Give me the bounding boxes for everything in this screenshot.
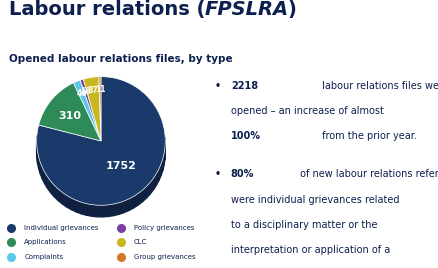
Polygon shape <box>102 205 108 217</box>
Polygon shape <box>124 199 129 213</box>
Polygon shape <box>62 192 67 207</box>
Wedge shape <box>83 77 101 141</box>
Polygon shape <box>142 187 146 202</box>
Text: Complaints: Complaints <box>24 254 63 260</box>
Text: of new labour relations referrals: of new labour relations referrals <box>296 169 438 179</box>
Polygon shape <box>119 201 124 214</box>
Text: interpretation or application of a: interpretation or application of a <box>230 245 389 255</box>
Wedge shape <box>73 80 101 141</box>
Polygon shape <box>162 154 164 170</box>
Polygon shape <box>113 203 119 216</box>
Wedge shape <box>39 83 101 141</box>
Polygon shape <box>40 162 42 179</box>
Text: Group grievances: Group grievances <box>134 254 195 260</box>
Polygon shape <box>45 172 47 188</box>
Polygon shape <box>71 198 76 212</box>
Text: CLC: CLC <box>134 240 147 245</box>
Text: 80%: 80% <box>230 169 254 179</box>
Polygon shape <box>42 167 45 184</box>
Polygon shape <box>129 196 134 210</box>
Polygon shape <box>161 159 162 176</box>
Polygon shape <box>58 189 62 204</box>
Polygon shape <box>108 204 113 217</box>
Polygon shape <box>38 152 39 169</box>
Polygon shape <box>37 147 38 163</box>
Text: •: • <box>215 169 221 179</box>
Polygon shape <box>150 178 153 194</box>
Polygon shape <box>92 205 97 217</box>
Text: •: • <box>215 81 221 91</box>
Text: 310: 310 <box>59 111 81 121</box>
Polygon shape <box>54 185 58 200</box>
Text: Labour relations (: Labour relations ( <box>9 0 205 19</box>
Text: 40: 40 <box>76 89 87 98</box>
Text: 2218: 2218 <box>230 81 257 91</box>
Text: 87: 87 <box>88 85 98 95</box>
Polygon shape <box>81 202 87 215</box>
Wedge shape <box>36 77 165 205</box>
Text: FPSLRA: FPSLRA <box>204 0 288 19</box>
Text: Opened labour relations files, by type: Opened labour relations files, by type <box>9 54 232 64</box>
Polygon shape <box>156 169 159 185</box>
Text: 11: 11 <box>95 85 105 94</box>
Polygon shape <box>51 181 54 197</box>
Text: to a disciplinary matter or the: to a disciplinary matter or the <box>230 220 376 230</box>
Text: were individual grievances related: were individual grievances related <box>230 195 399 205</box>
Ellipse shape <box>36 130 165 175</box>
Text: from the prior year.: from the prior year. <box>318 131 416 141</box>
Wedge shape <box>80 79 101 141</box>
Text: 100%: 100% <box>230 131 260 141</box>
Polygon shape <box>47 177 51 193</box>
Polygon shape <box>67 195 71 210</box>
Polygon shape <box>159 164 161 180</box>
Polygon shape <box>138 190 142 205</box>
Text: Applications: Applications <box>24 240 67 245</box>
Text: Policy grievances: Policy grievances <box>134 225 194 231</box>
Polygon shape <box>134 193 138 208</box>
Text: Individual grievances: Individual grievances <box>24 225 99 231</box>
Text: 18: 18 <box>80 87 91 96</box>
Text: opened – an increase of almost: opened – an increase of almost <box>230 106 383 116</box>
Polygon shape <box>146 183 150 198</box>
Polygon shape <box>153 174 156 190</box>
Text: 1752: 1752 <box>105 161 136 171</box>
Text: ): ) <box>287 0 296 19</box>
Text: labour relations files were: labour relations files were <box>318 81 438 91</box>
Polygon shape <box>87 204 92 216</box>
Wedge shape <box>99 77 101 141</box>
Polygon shape <box>97 205 102 217</box>
Polygon shape <box>39 157 40 174</box>
Polygon shape <box>76 200 81 214</box>
Polygon shape <box>164 148 165 165</box>
